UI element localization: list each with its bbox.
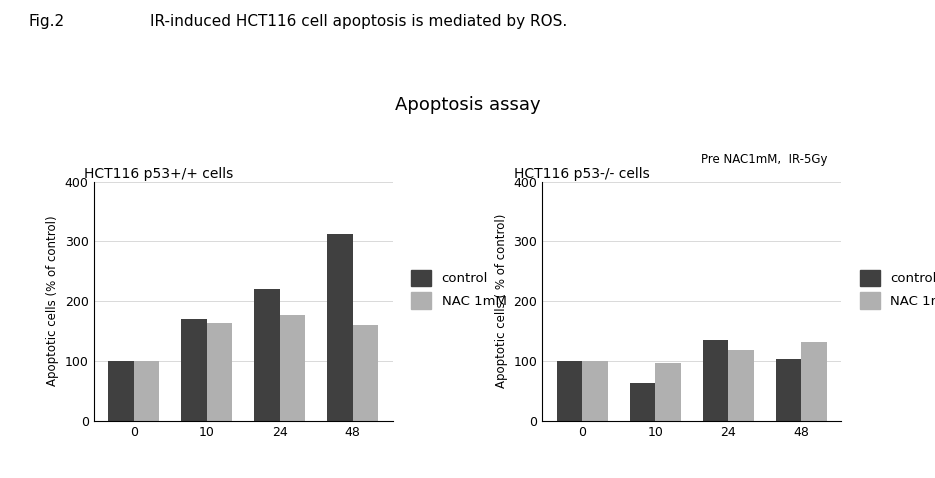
Text: HCT116 p53-/- cells: HCT116 p53-/- cells (514, 167, 650, 181)
Bar (108, 361, 134, 421)
Text: IR-induced HCT116 cell apoptosis is mediated by ROS.: IR-induced HCT116 cell apoptosis is medi… (150, 14, 567, 29)
Bar (801, 342, 827, 421)
Text: HCT116 p53+/+ cells: HCT116 p53+/+ cells (84, 167, 234, 181)
Legend: control, NAC 1mM: control, NAC 1mM (860, 270, 935, 309)
Bar (655, 363, 681, 421)
Bar (776, 358, 801, 421)
Bar (703, 340, 728, 421)
Bar (134, 361, 159, 421)
Legend: control, NAC 1mM: control, NAC 1mM (411, 270, 507, 309)
Bar (630, 383, 655, 421)
Bar (352, 325, 378, 421)
Bar (280, 315, 305, 421)
Bar (557, 361, 583, 421)
Y-axis label: Apoptotic cells (% of control): Apoptotic cells (% of control) (46, 216, 59, 386)
Bar (728, 350, 754, 421)
Text: Pre NAC1mM,  IR-5Gy: Pre NAC1mM, IR-5Gy (701, 153, 827, 166)
Text: Fig.2: Fig.2 (28, 14, 65, 29)
Bar (207, 323, 232, 421)
Bar (583, 361, 608, 421)
Bar (327, 234, 352, 421)
Y-axis label: Apoptotic cells ( % of control): Apoptotic cells ( % of control) (495, 214, 508, 388)
Bar (254, 289, 280, 421)
Bar (181, 319, 207, 421)
Text: Apoptosis assay: Apoptosis assay (395, 96, 540, 114)
